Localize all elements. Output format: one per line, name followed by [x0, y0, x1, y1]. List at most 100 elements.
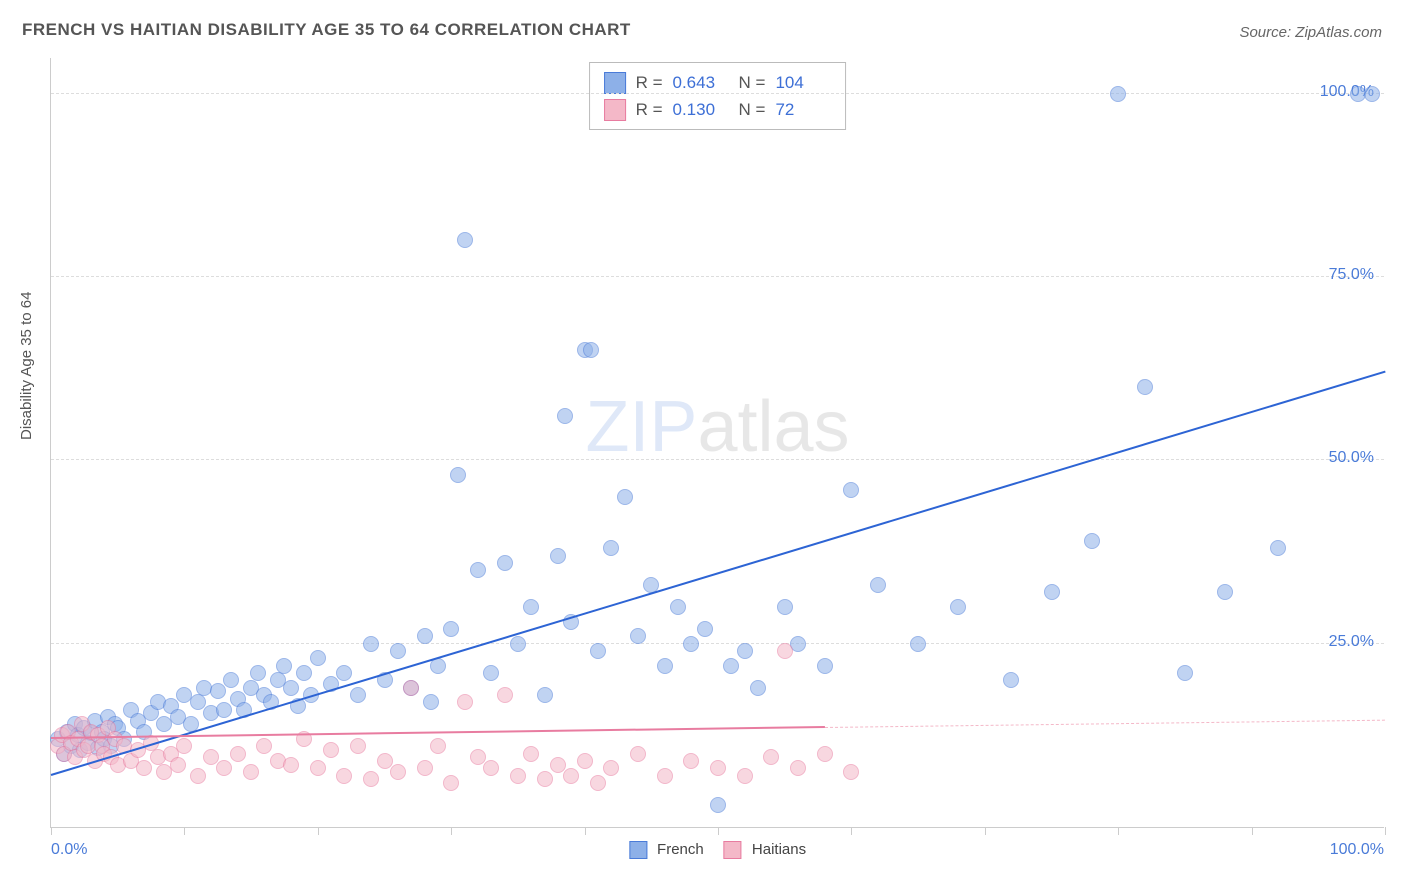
data-point: [256, 738, 272, 754]
trend-line: [825, 720, 1385, 728]
data-point: [363, 636, 379, 652]
data-point: [603, 540, 619, 556]
data-point: [817, 746, 833, 762]
stats-row-haitians: R =0.130 N =72: [604, 96, 832, 123]
french-swatch-icon: [604, 72, 626, 94]
data-point: [950, 599, 966, 615]
data-point: [777, 643, 793, 659]
data-point: [390, 643, 406, 659]
data-point: [377, 753, 393, 769]
data-point: [470, 749, 486, 765]
x-tick: [1118, 827, 1119, 835]
data-point: [483, 760, 499, 776]
data-point: [550, 757, 566, 773]
data-point: [710, 797, 726, 813]
data-point: [510, 768, 526, 784]
data-point: [136, 760, 152, 776]
x-axis-min-label: 0.0%: [51, 841, 87, 859]
data-point: [250, 665, 266, 681]
data-point: [630, 628, 646, 644]
trend-line: [51, 370, 1386, 775]
data-point: [176, 738, 192, 754]
data-point: [230, 746, 246, 762]
data-point: [1137, 379, 1153, 395]
x-tick: [718, 827, 719, 835]
x-tick: [318, 827, 319, 835]
data-point: [1110, 86, 1126, 102]
data-point: [216, 760, 232, 776]
data-point: [443, 621, 459, 637]
data-point: [283, 757, 299, 773]
haitians-swatch-icon: [604, 99, 626, 121]
data-point: [697, 621, 713, 637]
data-point: [216, 702, 232, 718]
data-point: [523, 746, 539, 762]
data-point: [470, 562, 486, 578]
data-point: [457, 232, 473, 248]
y-axis-label: Disability Age 35 to 64: [18, 292, 35, 440]
data-point: [790, 760, 806, 776]
data-point: [336, 768, 352, 784]
x-tick: [985, 827, 986, 835]
data-point: [443, 775, 459, 791]
data-point: [657, 768, 673, 784]
french-legend-swatch-icon: [629, 841, 647, 859]
x-tick: [184, 827, 185, 835]
data-point: [363, 771, 379, 787]
data-point: [1364, 86, 1380, 102]
series-legend: French Haitians: [629, 841, 806, 859]
data-point: [577, 753, 593, 769]
data-point: [1217, 584, 1233, 600]
x-tick: [1385, 827, 1386, 835]
legend-item-haitians: Haitians: [724, 841, 806, 859]
y-tick-label: 50.0%: [1329, 449, 1374, 467]
data-point: [843, 764, 859, 780]
data-point: [497, 687, 513, 703]
x-tick: [585, 827, 586, 835]
data-point: [737, 768, 753, 784]
y-tick-label: 25.0%: [1329, 633, 1374, 651]
data-point: [483, 665, 499, 681]
data-point: [510, 636, 526, 652]
chart-source: Source: ZipAtlas.com: [1239, 24, 1382, 41]
data-point: [870, 577, 886, 593]
gridline: [51, 276, 1384, 277]
data-point: [403, 680, 419, 696]
data-point: [723, 658, 739, 674]
data-point: [630, 746, 646, 762]
data-point: [683, 753, 699, 769]
data-point: [537, 687, 553, 703]
data-point: [1084, 533, 1100, 549]
data-point: [657, 658, 673, 674]
data-point: [170, 757, 186, 773]
data-point: [417, 628, 433, 644]
data-point: [603, 760, 619, 776]
legend-item-french: French: [629, 841, 704, 859]
data-point: [276, 658, 292, 674]
gridline: [51, 643, 1384, 644]
data-point: [190, 768, 206, 784]
chart-title: FRENCH VS HAITIAN DISABILITY AGE 35 TO 6…: [22, 20, 631, 40]
data-point: [563, 768, 579, 784]
data-point: [430, 738, 446, 754]
data-point: [670, 599, 686, 615]
data-point: [210, 683, 226, 699]
data-point: [190, 694, 206, 710]
data-point: [550, 548, 566, 564]
data-point: [763, 749, 779, 765]
data-point: [1270, 540, 1286, 556]
data-point: [750, 680, 766, 696]
data-point: [497, 555, 513, 571]
data-point: [1044, 584, 1060, 600]
data-point: [310, 650, 326, 666]
data-point: [296, 665, 312, 681]
gridline: [51, 93, 1384, 94]
data-point: [450, 467, 466, 483]
x-tick: [51, 827, 52, 835]
data-point: [590, 643, 606, 659]
data-point: [617, 489, 633, 505]
gridline: [51, 459, 1384, 460]
data-point: [310, 760, 326, 776]
data-point: [737, 643, 753, 659]
data-point: [336, 665, 352, 681]
